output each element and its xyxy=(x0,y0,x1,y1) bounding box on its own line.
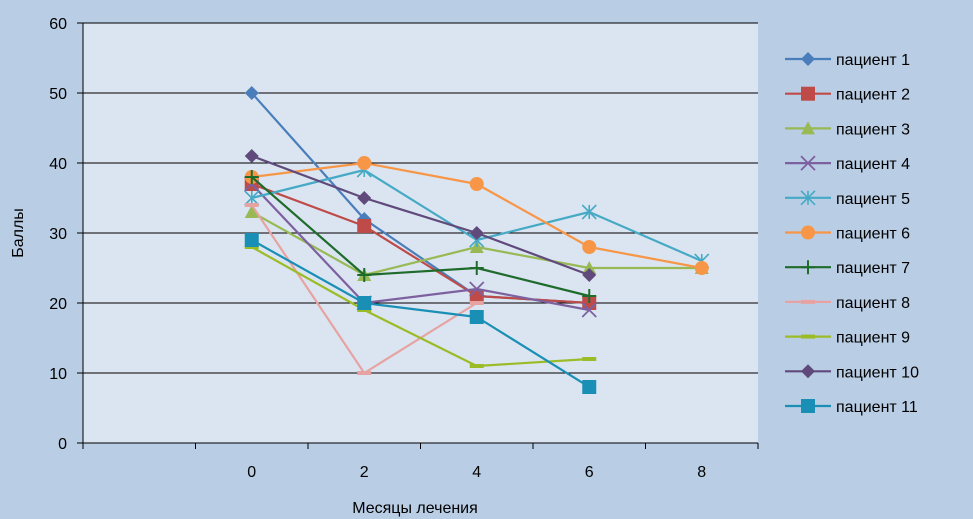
series-7-line xyxy=(251,176,590,298)
series-4 xyxy=(244,176,597,318)
legend-marker xyxy=(801,399,815,413)
legend-item-9: пациент 9 xyxy=(785,330,910,347)
series-8-point xyxy=(469,301,484,305)
legend-marker xyxy=(801,260,815,275)
series-2-point xyxy=(469,289,484,303)
series-4-point xyxy=(469,281,485,297)
y-tick-label: 10 xyxy=(49,366,67,383)
y-tick-label: 20 xyxy=(49,296,67,313)
series-layer xyxy=(244,86,710,394)
legend-item-11: пациент 11 xyxy=(785,399,918,416)
series-6-point xyxy=(357,156,372,170)
axes: 0 10 20 30 40 50 60 0 2 4 6 8 xyxy=(49,16,759,481)
x-tick-label: 6 xyxy=(585,464,594,481)
series-5-point xyxy=(581,204,597,220)
series-7 xyxy=(244,170,597,303)
y-axis-title: Баллы xyxy=(10,208,27,258)
legend-item-6: пациент 6 xyxy=(785,225,910,243)
legend-item-2: пациент 2 xyxy=(785,86,910,104)
legend-label: пациент 2 xyxy=(836,87,910,104)
x-axis-title: Месяцы лечения xyxy=(352,500,478,517)
legend-marker xyxy=(801,121,815,135)
series-6-point xyxy=(469,177,484,191)
legend-item-1: пациент 1 xyxy=(785,52,910,69)
x-tick-label: 0 xyxy=(247,464,256,481)
series-11-point xyxy=(469,310,484,324)
series-10-point xyxy=(357,191,372,205)
series-11 xyxy=(244,233,597,394)
series-11-point xyxy=(582,380,597,394)
y-tick-label: 50 xyxy=(49,86,67,103)
y-tick-label: 0 xyxy=(58,436,67,453)
legend-item-5: пациент 5 xyxy=(785,190,910,208)
legend-label: пациент 7 xyxy=(836,260,910,277)
series-8-point xyxy=(357,371,372,375)
legend-marker xyxy=(801,86,815,101)
legend-item-7: пациент 7 xyxy=(785,260,910,277)
series-2-point xyxy=(357,219,372,233)
series-4-line xyxy=(250,183,590,312)
series-11-line xyxy=(251,239,590,388)
legend-marker xyxy=(801,364,815,379)
series-11-point xyxy=(357,296,372,310)
legend-item-4: пациент 4 xyxy=(785,155,910,173)
legend-label: пациент 11 xyxy=(836,399,918,416)
series-10 xyxy=(244,149,597,282)
series-6 xyxy=(244,156,709,275)
legend-label: пациент 3 xyxy=(836,121,910,138)
series-9-line xyxy=(251,246,590,368)
legend-label: пациент 8 xyxy=(836,295,910,312)
series-7-point xyxy=(357,268,372,282)
series-7-point xyxy=(244,170,259,184)
legend-marker xyxy=(800,190,816,206)
legend-label: пациент 5 xyxy=(836,191,910,208)
x-tick-label: 4 xyxy=(472,464,481,481)
legend-label: пациент 1 xyxy=(836,52,910,69)
legend-item-10: пациент 10 xyxy=(785,364,919,381)
series-4-point xyxy=(581,302,597,318)
series-5-point xyxy=(244,190,260,206)
series-7-point xyxy=(469,261,484,275)
series-10-point xyxy=(244,149,259,163)
legend-item-3: пациент 3 xyxy=(785,121,910,138)
legend-marker xyxy=(801,334,815,339)
series-6-point xyxy=(694,261,709,275)
series-10-point xyxy=(582,268,597,282)
series-10-line xyxy=(251,154,590,277)
series-1-point xyxy=(244,86,259,100)
series-9-point xyxy=(469,364,484,368)
series-6-point xyxy=(582,240,597,254)
series-7-point xyxy=(582,289,597,303)
series-8-point xyxy=(244,203,259,207)
legend-marker xyxy=(801,225,815,240)
series-3-point xyxy=(244,205,259,218)
x-tick-label: 8 xyxy=(697,464,706,481)
legend-label: пациент 9 xyxy=(836,330,910,347)
legend: пациент 1 пациент 2 пациент 3 пациент 4 паци… xyxy=(785,52,919,416)
y-tick-label: 60 xyxy=(49,16,67,33)
legend-label: пациент 4 xyxy=(836,156,910,173)
legend-item-8: пациент 8 xyxy=(785,295,910,312)
legend-label: пациент 6 xyxy=(836,226,910,243)
legend-marker xyxy=(801,299,815,304)
legend-label: пациент 10 xyxy=(836,364,919,381)
y-tick-label: 40 xyxy=(49,156,67,173)
x-tick-label: 2 xyxy=(360,464,369,481)
series-10-point xyxy=(469,226,484,240)
series-11-point xyxy=(244,233,259,247)
legend-marker xyxy=(801,52,815,66)
series-9-point xyxy=(582,357,597,361)
legend-marker xyxy=(800,155,816,171)
series-3-point xyxy=(582,261,597,274)
y-tick-label: 30 xyxy=(49,226,67,243)
